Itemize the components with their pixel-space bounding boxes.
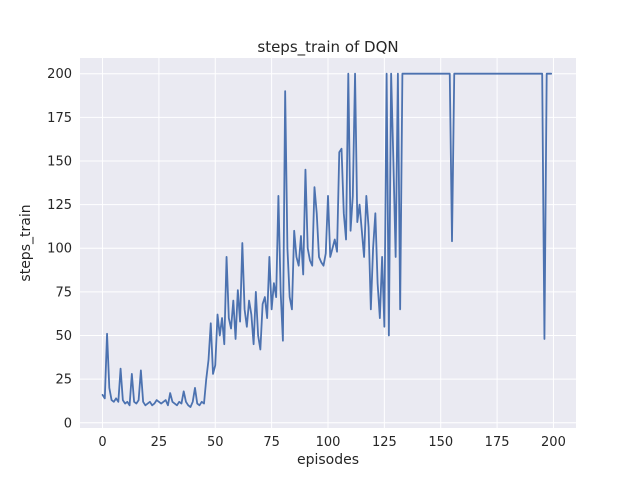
y-tick-label: 125 bbox=[47, 198, 72, 213]
x-axis-label: episodes bbox=[296, 452, 360, 468]
y-tick-label: 0 bbox=[64, 416, 72, 431]
x-tick-label: 100 bbox=[316, 435, 341, 450]
chart-title: steps_train of DQN bbox=[257, 38, 399, 56]
y-tick-label: 175 bbox=[47, 111, 72, 126]
x-tick-label: 175 bbox=[485, 435, 510, 450]
y-tick-label: 150 bbox=[47, 154, 72, 169]
x-tick-label: 150 bbox=[428, 435, 453, 450]
x-tick-label: 200 bbox=[541, 435, 566, 450]
x-tick-label: 0 bbox=[98, 435, 106, 450]
y-axis-label: steps_train bbox=[18, 204, 34, 282]
x-tick-label: 25 bbox=[151, 435, 168, 450]
y-tick-label: 50 bbox=[55, 329, 72, 344]
y-tick-label: 75 bbox=[55, 285, 72, 300]
x-tick-label: 125 bbox=[372, 435, 397, 450]
x-tick-label: 50 bbox=[207, 435, 224, 450]
y-tick-label: 25 bbox=[55, 373, 72, 388]
data-line bbox=[101, 72, 553, 408]
y-tick-label: 200 bbox=[47, 67, 72, 82]
y-tick-label: 100 bbox=[47, 242, 72, 257]
x-tick-label: 75 bbox=[263, 435, 280, 450]
